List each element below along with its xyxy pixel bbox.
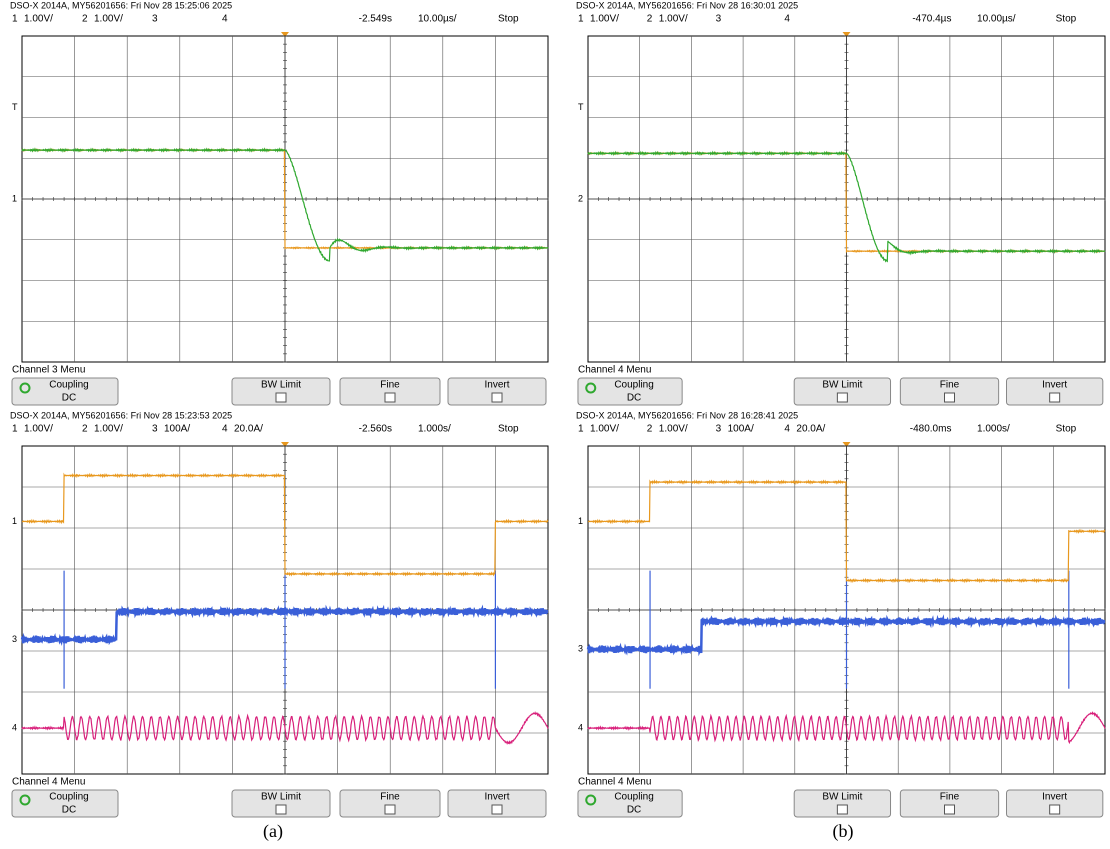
button-label: BW Limit: [261, 792, 301, 803]
channel-marker: 3: [578, 644, 583, 654]
channel-number: 1: [578, 424, 584, 435]
button-label: Coupling: [614, 792, 653, 803]
channel-scale: 1.00V/: [659, 14, 688, 25]
channel-marker: 2: [578, 193, 583, 203]
channel-number: 2: [82, 14, 88, 25]
button-label: Invert: [484, 792, 509, 803]
channel-marker: 4: [12, 722, 17, 732]
button-label: Fine: [940, 380, 960, 391]
channel-marker: 4: [578, 722, 583, 732]
channel-number: 1: [12, 14, 18, 25]
channel-scale: 1.00V/: [590, 424, 619, 435]
menu-title: Channel 4 Menu: [12, 777, 85, 788]
channel-scale: 1.00V/: [94, 14, 123, 25]
timebase: 1.000s/: [977, 424, 1010, 435]
button-value: DC: [62, 805, 76, 816]
button-label: BW Limit: [822, 380, 862, 391]
channel-marker: 3: [12, 634, 17, 644]
checkbox: [837, 393, 847, 402]
channel-number: 4: [784, 14, 790, 25]
timebase: 1.000s/: [418, 424, 451, 435]
channel-scale: 1.00V/: [24, 424, 53, 435]
channel-marker: 1: [12, 193, 17, 203]
channel-marker: T: [12, 102, 18, 112]
scope-panel: DSO-X 2014A, MY56201656: Fri Nov 28 16:3…: [576, 0, 1105, 408]
checkbox: [944, 805, 954, 814]
time-offset: -2.560s: [359, 424, 392, 435]
channel-scale: 100A/: [164, 424, 190, 435]
channel-number: 3: [716, 14, 722, 25]
channel-scale: 20.0A/: [234, 424, 263, 435]
checkbox: [492, 393, 502, 402]
scope-panel: DSO-X 2014A, MY56201656: Fri Nov 28 15:2…: [10, 410, 548, 820]
checkbox: [385, 805, 395, 814]
run-status: Stop: [498, 424, 519, 435]
channel-number: 1: [12, 424, 18, 435]
channel-number: 4: [784, 424, 790, 435]
menu-title: Channel 3 Menu: [12, 365, 85, 376]
button-label: BW Limit: [822, 792, 862, 803]
menu-title: Channel 4 Menu: [578, 365, 651, 376]
scope-header: DSO-X 2014A, MY56201656: Fri Nov 28 16:3…: [576, 0, 798, 10]
button-label: Invert: [1042, 792, 1067, 803]
button-label: Fine: [380, 380, 400, 391]
timebase: 10.00µs/: [977, 14, 1016, 25]
button-value: DC: [62, 393, 76, 404]
channel-scale: 1.00V/: [659, 424, 688, 435]
button-label: Invert: [484, 380, 509, 391]
checkbox: [837, 805, 847, 814]
checkbox: [1050, 393, 1060, 402]
button-label: Coupling: [49, 792, 88, 803]
channel-scale: 1.00V/: [94, 424, 123, 435]
button-label: BW Limit: [261, 380, 301, 391]
channel-number: 3: [152, 14, 158, 25]
checkbox: [276, 393, 286, 402]
channel-scale: 20.0A/: [796, 424, 825, 435]
menu-title: Channel 4 Menu: [578, 777, 651, 788]
run-status: Stop: [498, 14, 519, 25]
scope-header: DSO-X 2014A, MY56201656: Fri Nov 28 15:2…: [10, 410, 232, 420]
channel-number: 3: [716, 424, 722, 435]
scope-panel: DSO-X 2014A, MY56201656: Fri Nov 28 16:2…: [576, 410, 1105, 820]
channel-marker: T: [578, 102, 584, 112]
button-label: Fine: [380, 792, 400, 803]
checkbox: [944, 393, 954, 402]
button-label: Fine: [940, 792, 960, 803]
button-label: Coupling: [614, 380, 653, 391]
button-label: Invert: [1042, 380, 1067, 391]
checkbox: [492, 805, 502, 814]
checkbox: [1050, 805, 1060, 814]
caption: (b): [833, 821, 854, 842]
channel-scale: 1.00V/: [24, 14, 53, 25]
channel-number: 2: [82, 424, 88, 435]
run-status: Stop: [1056, 14, 1077, 25]
time-offset: -2.549s: [359, 14, 392, 25]
timebase: 10.00µs/: [418, 14, 457, 25]
figure: DSO-X 2014A, MY56201656: Fri Nov 28 15:2…: [0, 0, 1110, 849]
checkbox: [385, 393, 395, 402]
channel-marker: 1: [578, 516, 583, 526]
scope-panel: DSO-X 2014A, MY56201656: Fri Nov 28 15:2…: [10, 0, 548, 408]
channel-marker: 1: [12, 516, 17, 526]
scope-header: DSO-X 2014A, MY56201656: Fri Nov 28 16:2…: [576, 410, 798, 420]
channel-number: 4: [222, 424, 228, 435]
scope-header: DSO-X 2014A, MY56201656: Fri Nov 28 15:2…: [10, 0, 232, 10]
run-status: Stop: [1056, 424, 1077, 435]
channel-scale: 1.00V/: [590, 14, 619, 25]
button-label: Coupling: [49, 380, 88, 391]
channel-scale: 100A/: [728, 424, 754, 435]
time-offset: -470.4µs: [912, 14, 951, 25]
channel-number: 3: [152, 424, 158, 435]
button-value: DC: [627, 805, 641, 816]
channel-number: 2: [647, 424, 653, 435]
channel-number: 2: [647, 14, 653, 25]
channel-number: 4: [222, 14, 228, 25]
time-offset: -480.0ms: [910, 424, 952, 435]
checkbox: [276, 805, 286, 814]
channel-number: 1: [578, 14, 584, 25]
button-value: DC: [627, 393, 641, 404]
caption: (a): [263, 821, 283, 842]
